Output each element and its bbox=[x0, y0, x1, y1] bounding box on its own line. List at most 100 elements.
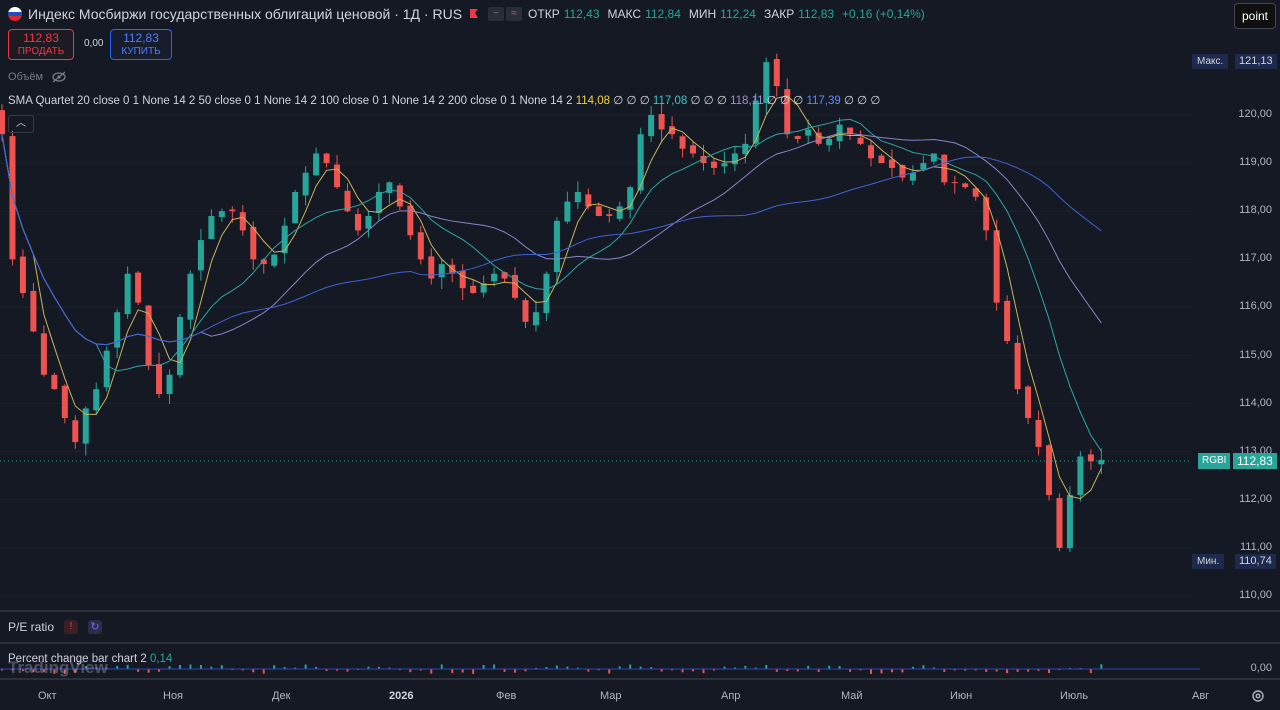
candle bbox=[595, 206, 602, 217]
symbol-tag: RGBI bbox=[1198, 453, 1231, 469]
refresh-icon[interactable]: ↻ bbox=[88, 620, 103, 634]
price-tick-label: 112,00 bbox=[1239, 492, 1272, 505]
candle bbox=[962, 183, 969, 188]
pcb-bar bbox=[817, 669, 820, 672]
candle bbox=[679, 136, 686, 149]
candle bbox=[773, 59, 780, 87]
error-icon[interactable]: ! bbox=[64, 620, 79, 634]
candle bbox=[313, 153, 320, 176]
pcb-bar bbox=[482, 664, 485, 669]
pcb-bar bbox=[880, 669, 883, 674]
candle bbox=[1046, 445, 1052, 495]
candle bbox=[114, 312, 121, 348]
visibility-toggles[interactable]: − ≈ bbox=[486, 7, 523, 21]
pe-ratio-pane-legend[interactable]: P/E ratio ! ↻ bbox=[8, 620, 103, 634]
collapse-legend-button[interactable]: ︿ bbox=[8, 115, 34, 133]
candle bbox=[19, 256, 26, 293]
approx-icon[interactable]: ≈ bbox=[506, 7, 523, 21]
pcb-bar bbox=[503, 669, 506, 672]
last-price-tag: 112,83 bbox=[1233, 453, 1277, 469]
symbol-title[interactable]: Индекс Мосбиржи государственных облигаци… bbox=[28, 6, 463, 22]
tradingview-logo: TradingView bbox=[8, 658, 108, 677]
buy-button[interactable]: 112,83 КУПИТЬ bbox=[110, 29, 172, 60]
price-tick-label: 110,00 bbox=[1239, 589, 1272, 601]
ohlc-values: ОТКР 112,43 МАКС 112,84 МИН 112,24 ЗАКР 112,… bbox=[528, 7, 929, 21]
pcb-bar bbox=[377, 666, 380, 669]
settings-icon[interactable] bbox=[1251, 689, 1265, 703]
open-value: 112,43 bbox=[563, 7, 600, 21]
sma20-empty: ∅ ∅ ∅ bbox=[613, 95, 650, 107]
candle bbox=[920, 163, 927, 170]
point-button[interactable]: point bbox=[1234, 3, 1276, 29]
pcb-bar bbox=[147, 669, 150, 673]
pcb-bar bbox=[807, 665, 810, 669]
candle bbox=[135, 272, 142, 303]
sma-legend-label: SMA Quartet 20 close 0 1 None 14 2 50 cl… bbox=[8, 95, 573, 107]
candle bbox=[543, 273, 550, 314]
candle bbox=[627, 187, 634, 210]
sell-button[interactable]: 112,83 ПРОДАТЬ bbox=[8, 29, 74, 60]
candle bbox=[438, 264, 445, 278]
month-label: Мар bbox=[600, 690, 622, 702]
pcb-bar bbox=[650, 667, 653, 669]
pcb-bar bbox=[168, 666, 171, 669]
month-label: Фев bbox=[496, 690, 517, 702]
pcb-bar bbox=[53, 669, 56, 674]
pcb-bar bbox=[922, 665, 925, 669]
pcb-bar bbox=[828, 665, 831, 669]
candle bbox=[690, 145, 697, 154]
pcb-bar bbox=[241, 669, 244, 671]
eye-hidden-icon[interactable] bbox=[51, 71, 67, 83]
candle bbox=[365, 216, 372, 229]
candle bbox=[512, 275, 519, 298]
symbol-header: Индекс Мосбиржи государственных облигаци… bbox=[8, 6, 929, 22]
candle bbox=[145, 305, 152, 366]
month-label: Апр bbox=[721, 690, 741, 702]
pcb-pane-legend[interactable]: Percent change bar chart 2 0,14 bbox=[8, 653, 172, 665]
candle bbox=[1014, 342, 1021, 390]
spread-value: 0,00 bbox=[84, 38, 104, 49]
pcb-bar bbox=[514, 669, 517, 673]
volume-legend[interactable]: Объём bbox=[8, 71, 67, 83]
candle bbox=[805, 129, 812, 136]
pcb-bar bbox=[398, 669, 401, 671]
candle bbox=[491, 273, 498, 282]
pcb-bar bbox=[1100, 664, 1103, 669]
price-tick-label: 120,00 bbox=[1238, 108, 1272, 120]
pcb-bar bbox=[1079, 667, 1082, 669]
candle bbox=[930, 153, 937, 162]
candle bbox=[229, 209, 236, 212]
pcb-bar bbox=[733, 667, 736, 669]
pcb-bar bbox=[1006, 669, 1009, 674]
candle bbox=[176, 317, 183, 376]
month-label: Июн bbox=[950, 690, 973, 702]
sma100-value: 118,11 bbox=[730, 95, 764, 107]
sma-legend[interactable]: SMA Quartet 20 close 0 1 None 14 2 50 cl… bbox=[8, 93, 880, 107]
price-tick-label: 119,00 bbox=[1239, 156, 1272, 169]
pcb-bar bbox=[849, 669, 852, 672]
candle bbox=[82, 408, 89, 444]
pcb-bar bbox=[524, 669, 527, 672]
price-tick-label: 118,00 bbox=[1239, 204, 1272, 217]
pcb-zero-tick: 0,00 bbox=[1250, 662, 1272, 674]
pcb-bar bbox=[1089, 669, 1092, 674]
candle bbox=[292, 191, 299, 224]
candle bbox=[826, 139, 833, 146]
pcb-bar bbox=[32, 669, 35, 672]
candle bbox=[752, 100, 759, 144]
candle bbox=[0, 110, 5, 135]
pcb-bar bbox=[95, 667, 98, 669]
pcb-bar bbox=[974, 669, 977, 671]
candle bbox=[428, 256, 435, 279]
pcb-bar bbox=[210, 666, 213, 669]
flag-marker-icon[interactable] bbox=[468, 8, 480, 20]
candle bbox=[899, 164, 906, 178]
minus-icon[interactable]: − bbox=[488, 7, 505, 21]
pcb-bar bbox=[178, 665, 181, 669]
pcb-bar bbox=[137, 669, 140, 672]
candle bbox=[156, 364, 163, 394]
pcb-bar bbox=[472, 669, 475, 674]
pcb-bar bbox=[84, 666, 87, 669]
pcb-bar bbox=[11, 669, 14, 671]
